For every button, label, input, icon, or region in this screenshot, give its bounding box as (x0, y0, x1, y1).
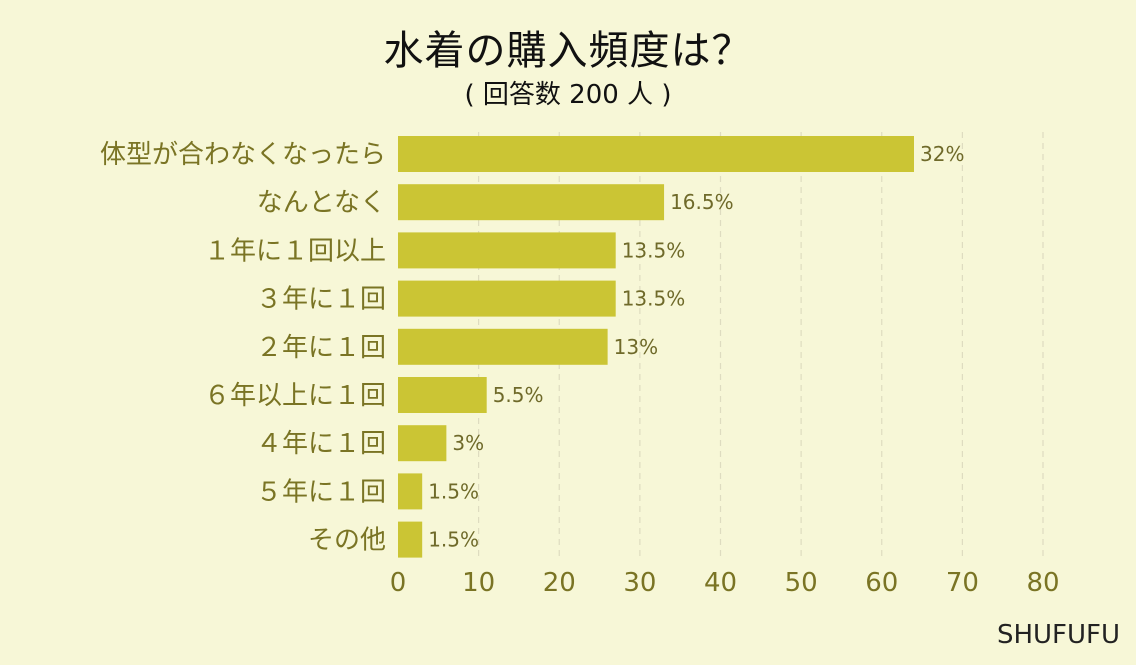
value-label: 13% (614, 335, 658, 359)
bar (398, 425, 447, 462)
x-tick-label: 50 (785, 568, 818, 598)
category-label: ５年に１回 (256, 477, 386, 507)
value-label: 3% (452, 431, 484, 455)
value-label: 1.5% (428, 528, 479, 552)
bar (398, 521, 423, 558)
value-label: 32% (920, 142, 964, 166)
chart-title: 水着の購入頻度は？ (383, 28, 753, 74)
value-label: 16.5% (670, 190, 734, 214)
category-label: なんとなく (257, 188, 386, 218)
x-tick-label: 30 (623, 568, 656, 598)
bar (398, 473, 423, 510)
category-label: ４年に１回 (256, 429, 386, 459)
x-tick-label: 70 (946, 568, 979, 598)
category-label: 体型が合わなくなったら (100, 140, 386, 170)
category-label: その他 (308, 526, 386, 556)
category-label: １年に１回以上 (204, 236, 386, 266)
x-tick-label: 60 (865, 568, 898, 598)
bar (398, 377, 487, 413)
category-label: ６年以上に１回 (204, 381, 386, 411)
x-tick-label: 0 (390, 568, 407, 598)
x-tick-label: 10 (462, 568, 495, 598)
x-tick-label: 40 (704, 568, 737, 598)
x-tick-label: 80 (1026, 568, 1059, 598)
brand-logo-text: SHUFUFU (996, 620, 1120, 650)
value-label: 13.5% (622, 238, 686, 262)
bar (398, 280, 616, 317)
bar (398, 136, 914, 172)
value-label: 1.5% (428, 479, 479, 503)
bar (398, 328, 608, 365)
value-label: 5.5% (493, 383, 544, 407)
x-tick-label: 20 (543, 568, 576, 598)
bar (398, 232, 616, 269)
value-label: 13.5% (622, 287, 686, 311)
chart-subtitle: ( 回答数 200 人 ) (464, 80, 672, 110)
bar (398, 184, 665, 221)
category-label: ３年に１回 (256, 285, 386, 315)
category-label: ２年に１回 (256, 333, 386, 363)
